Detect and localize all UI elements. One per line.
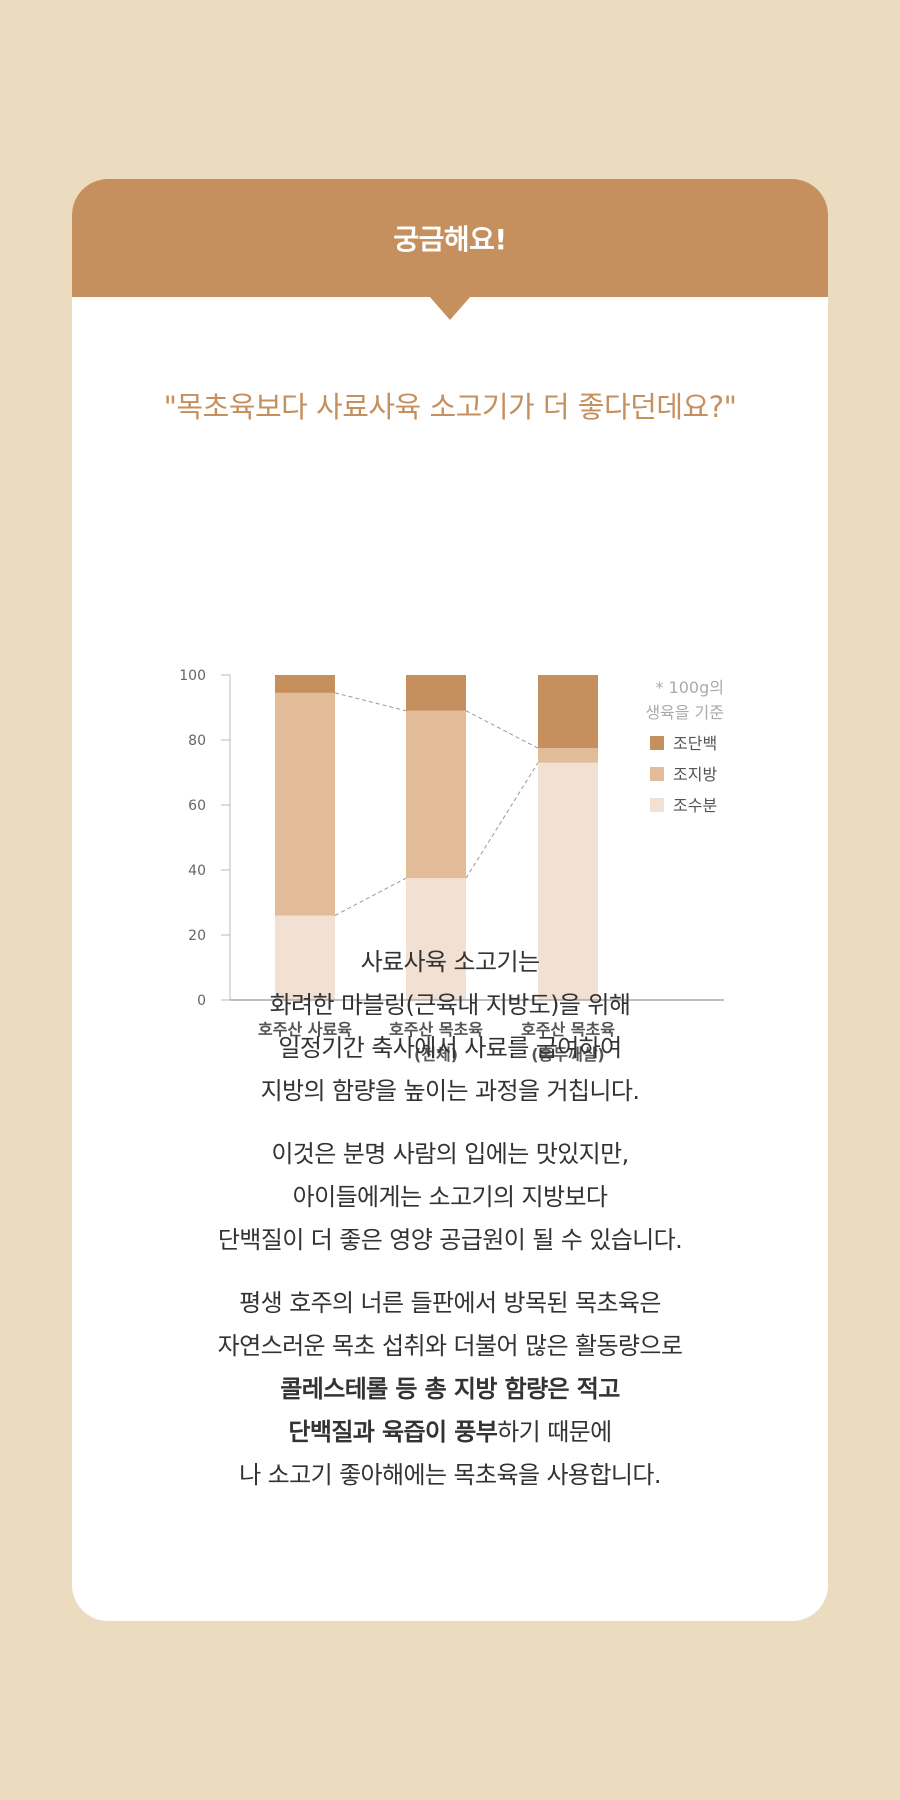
y-tick-label: 0 bbox=[197, 993, 206, 1009]
text-segment: 단백질이 더 좋은 영양 공급원이 될 수 있습니다. bbox=[217, 1226, 683, 1254]
category-label: 호주산 목초육 bbox=[389, 1020, 483, 1039]
legend-label: 조수분 bbox=[673, 796, 717, 815]
text-segment: 이것은 분명 사람의 입에는 맛있지만, bbox=[271, 1140, 629, 1168]
legend-swatch bbox=[650, 767, 664, 781]
connector-line bbox=[465, 762, 539, 879]
text-segment: 평생 호주의 너른 들판에서 방목된 목초육은 bbox=[239, 1289, 661, 1317]
text-segment: 사료사육 소고기는 bbox=[360, 948, 540, 976]
connector-line bbox=[334, 877, 407, 916]
text-line: 사료사육 소고기는 bbox=[72, 941, 828, 984]
y-tick-label: 80 bbox=[188, 733, 206, 749]
legend-label: 조지방 bbox=[673, 765, 717, 784]
connector-line bbox=[334, 692, 407, 712]
text-line: 화려한 마블링(근육내 지방도)을 위해 bbox=[72, 984, 828, 1027]
bar-segment-3 bbox=[275, 675, 335, 693]
bar-segment-1 bbox=[275, 915, 335, 1000]
bar-segment-2 bbox=[538, 748, 598, 763]
y-tick-label: 20 bbox=[188, 928, 206, 944]
question-text: "목초육보다 사료사육 소고기가 더 좋다던데요?" bbox=[163, 390, 737, 424]
info-card: 궁금해요! "목초육보다 사료사육 소고기가 더 좋다던데요?" 0 20 40 60… bbox=[72, 179, 828, 1621]
card-header: 궁금해요! bbox=[72, 179, 828, 297]
card-title: 궁금해요! bbox=[393, 223, 507, 256]
emphasized-text: 콜레스테롤 등 총 지방 함량은 적고 bbox=[280, 1375, 620, 1403]
bar-segment-2 bbox=[406, 710, 466, 879]
text-segment: 하기 때문에 bbox=[497, 1418, 612, 1446]
connector-line bbox=[465, 710, 539, 749]
text-line: 콜레스테롤 등 총 지방 함량은 적고 bbox=[72, 1368, 828, 1411]
legend-swatch bbox=[650, 736, 664, 750]
bar-segment-3 bbox=[406, 675, 466, 711]
text-segment: 나 소고기 좋아해에는 목초육을 사용합니다. bbox=[239, 1461, 661, 1489]
text-segment: 아이들에게는 소고기의 지방보다 bbox=[292, 1183, 608, 1211]
legend-swatch bbox=[650, 798, 664, 812]
emphasized-text: 단백질과 육즙이 풍부 bbox=[288, 1418, 498, 1446]
text-segment: 일정기간 축사에서 사료를 급여하여 bbox=[278, 1034, 622, 1062]
bar-segment-1 bbox=[538, 762, 598, 1000]
text-segment: 화려한 마블링(근육내 지방도)을 위해 bbox=[269, 991, 631, 1019]
text-line: 단백질이 더 좋은 영양 공급원이 될 수 있습니다. bbox=[72, 1219, 828, 1262]
legend-label: 조단백 bbox=[673, 734, 717, 753]
bar-segment-1 bbox=[406, 878, 466, 1000]
text-line: 이것은 분명 사람의 입에는 맛있지만, bbox=[72, 1133, 828, 1176]
y-tick-label: 60 bbox=[188, 798, 206, 814]
bar-segment-2 bbox=[275, 692, 335, 916]
y-tick-label: 100 bbox=[179, 668, 206, 684]
bar-segment-3 bbox=[538, 675, 598, 749]
y-tick-label: 40 bbox=[188, 863, 206, 879]
composition-chart: 0 20 40 60 80 100 호주산 사료육 호주산 목초육 (전체) 호주산 목초육 (홍두… bbox=[179, 668, 724, 1064]
category-label: 호주산 목초육 bbox=[521, 1020, 615, 1039]
chart-note: * 100g의 bbox=[655, 678, 724, 697]
text-line: 지방의 함량을 높이는 과정을 거칩니다. bbox=[72, 1070, 828, 1113]
text-line: 아이들에게는 소고기의 지방보다 bbox=[72, 1176, 828, 1219]
text-line: 단백질과 육즙이 풍부하기 때문에 bbox=[72, 1411, 828, 1454]
category-label: (홍두깨살) bbox=[531, 1045, 605, 1064]
chart-note: 생육을 기준 bbox=[645, 703, 724, 722]
text-line: 나 소고기 좋아해에는 목초육을 사용합니다. bbox=[72, 1454, 828, 1497]
category-label: 호주산 사료육 bbox=[258, 1020, 352, 1039]
text-line: 일정기간 축사에서 사료를 급여하여 bbox=[72, 1027, 828, 1070]
category-label: (전체) bbox=[414, 1045, 458, 1064]
text-line: 평생 호주의 너른 들판에서 방목된 목초육은 bbox=[72, 1282, 828, 1325]
text-segment: 지방의 함량을 높이는 과정을 거칩니다. bbox=[260, 1077, 640, 1105]
text-line: 자연스러운 목초 섭취와 더불어 많은 활동량으로 bbox=[72, 1325, 828, 1368]
header-pointer bbox=[429, 296, 471, 320]
text-segment: 자연스러운 목초 섭취와 더불어 많은 활동량으로 bbox=[217, 1332, 683, 1360]
